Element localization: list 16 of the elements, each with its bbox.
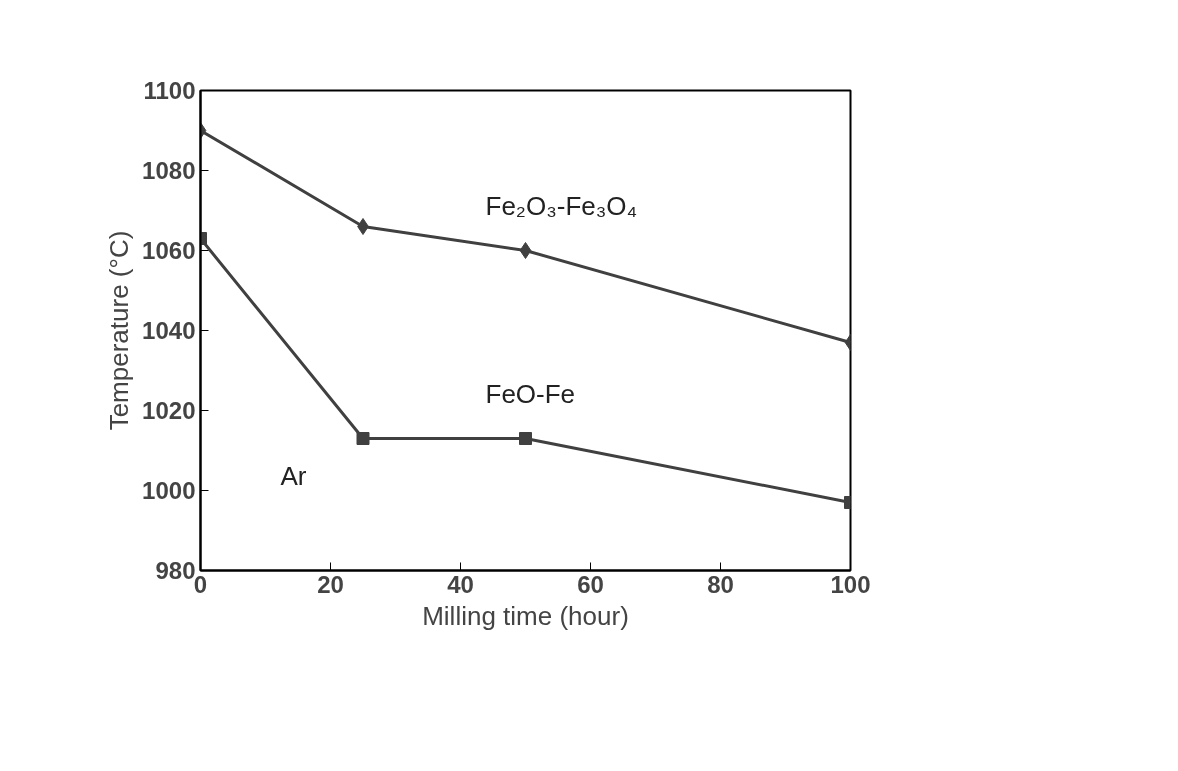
y-tick-label: 1000 [142,477,196,504]
x-tick-label: 100 [830,570,871,598]
y-axis-title: Temperature (°C) [104,230,135,431]
y-tick-label: 1100 [143,77,196,104]
x-tick-label: 60 [577,570,604,598]
series-label: Fe₂O₃-Fe₃O₄ [485,190,638,221]
x-tick-label: 40 [447,570,474,598]
y-tick-label: 1080 [142,157,196,184]
y-tick-label: 1060 [142,237,196,264]
y-tick-label: 1040 [142,317,196,344]
x-tick-label: 80 [707,570,734,598]
x-tick-label: 20 [317,570,344,598]
annotation: Ar [280,460,307,491]
series-label: FeO-Fe [485,378,576,409]
x-axis-title: Milling time (hour) [422,600,629,631]
y-tick-label: 1020 [142,397,196,424]
